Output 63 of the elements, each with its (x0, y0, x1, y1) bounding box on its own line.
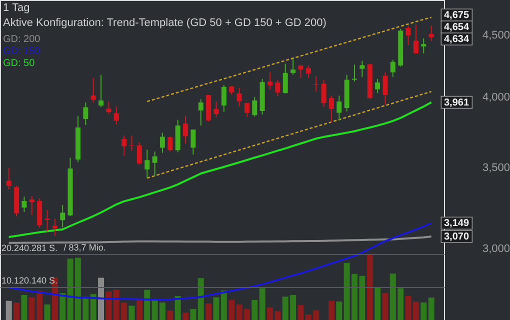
candlestick (306, 65, 311, 79)
annotation: 3,149 (444, 218, 470, 230)
candlestick (390, 59, 396, 78)
text: GD: 150 (3, 46, 41, 57)
candlestick (214, 100, 219, 118)
candlestick (290, 58, 296, 76)
candlestick (198, 98, 204, 126)
candlestick (406, 25, 411, 46)
line-series (8, 101, 432, 238)
candlestick (90, 78, 96, 103)
candlestick (29, 196, 34, 216)
candlestick (352, 64, 358, 82)
chart-title: 1 Tag (3, 2, 30, 14)
candlestick (190, 129, 196, 156)
y-tick-label: 3,500 (482, 162, 510, 174)
candlestick (360, 60, 365, 78)
candlestick (52, 218, 58, 236)
candlestick (244, 102, 250, 118)
candlestick (183, 116, 188, 144)
line-series (146, 90, 432, 179)
candlestick (221, 84, 226, 112)
candlestick (375, 78, 380, 94)
candlestick (106, 100, 112, 115)
annotation: 3,070 (444, 232, 470, 243)
candlestick (298, 64, 304, 79)
candlestick (22, 196, 27, 213)
candlestick (275, 79, 280, 97)
text: Aktive Konfiguration: Trend-Template (GD 50 + GD 150 + GD 200) (3, 17, 326, 29)
y-tick-label: 3,000 (482, 243, 510, 256)
y2-tick-label: 20.240.281 S. (2, 242, 58, 253)
candlestick (336, 95, 342, 121)
candlestick (129, 134, 134, 152)
candlestick (428, 25, 434, 42)
candlestick (152, 151, 158, 176)
annotation: 4,675 (444, 10, 470, 21)
candlestick (282, 63, 288, 94)
text: GD: 50 (3, 58, 36, 69)
candlestick (328, 95, 334, 123)
candlestick (98, 74, 104, 108)
annotation: / 83,7 Mio. (64, 242, 106, 252)
candlestick (136, 142, 142, 165)
candlestick (421, 38, 426, 54)
annotation: 4,634 (444, 34, 470, 45)
candlestick (60, 204, 66, 228)
text: GD: 200 (3, 34, 41, 45)
candlestick (144, 149, 150, 178)
candlestick (413, 24, 418, 54)
candlestick (6, 167, 12, 190)
annotation: 4,654 (444, 22, 470, 33)
candlestick (236, 87, 242, 107)
candlestick (168, 136, 173, 152)
line-series (8, 236, 432, 244)
candlestick (114, 106, 119, 126)
annotation: 3,961 (444, 97, 470, 108)
y-tick-label: 4,500 (482, 30, 510, 42)
candlestick (321, 79, 326, 108)
candlestick (122, 134, 127, 157)
candlestick (252, 96, 258, 117)
candlestick (382, 72, 388, 106)
candlestick (83, 102, 88, 126)
y-tick-label: 4,000 (482, 92, 510, 104)
candlestick (160, 132, 165, 154)
candlestick (268, 72, 273, 90)
